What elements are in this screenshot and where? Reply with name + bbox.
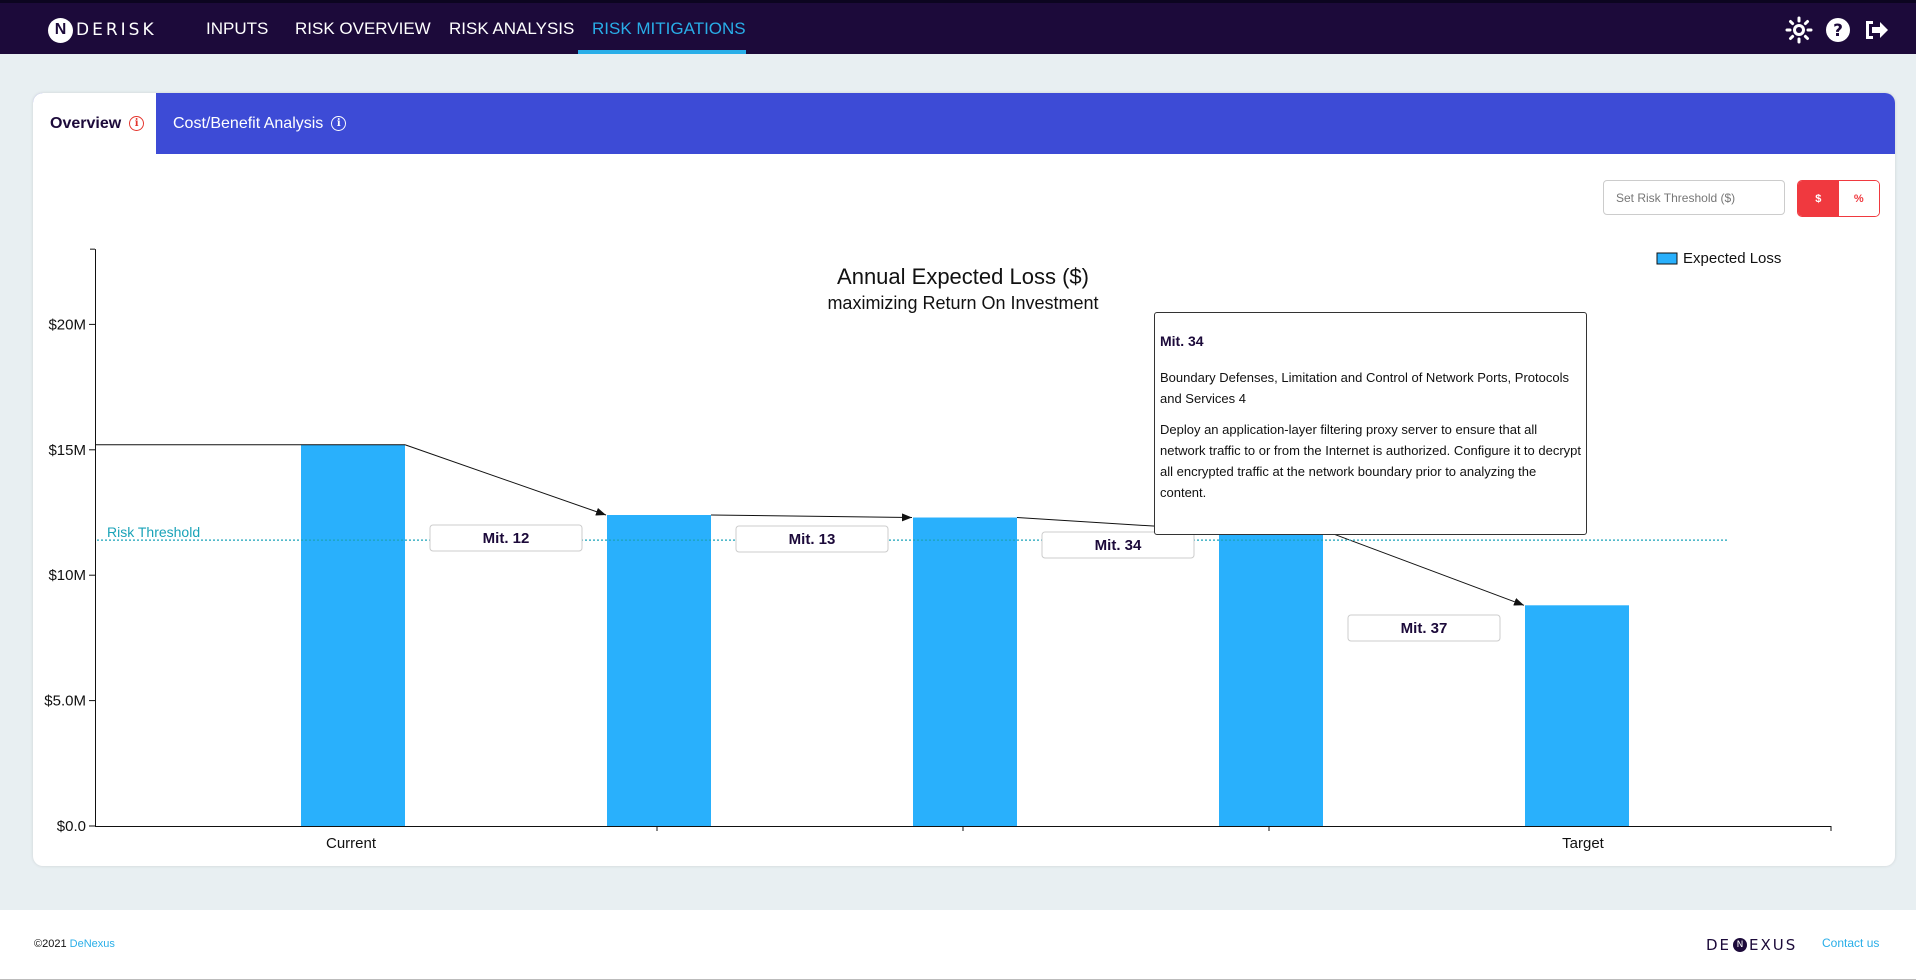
contact-us-link[interactable]: Contact us <box>1822 936 1880 950</box>
chart-title: Annual Expected Loss ($) <box>837 264 1089 289</box>
mitigation-label[interactable]: Mit. 37 <box>1347 614 1501 642</box>
svg-text:?: ? <box>1833 21 1843 41</box>
mitigation-label[interactable]: Mit. 12 <box>429 524 583 552</box>
connector-arrow <box>404 444 607 516</box>
mitigation-label-text: Mit. 34 <box>1095 537 1142 554</box>
tab-bar: Overview i Cost/Benefit Analysis i <box>33 93 1895 154</box>
tooltip-description: Deploy an application-layer filtering pr… <box>1160 422 1582 500</box>
copyright: ©2021 DeNexus <box>34 938 115 950</box>
help-icon[interactable]: ? <box>1824 16 1852 44</box>
legend-label: Expected Loss <box>1683 250 1781 267</box>
mitigations-card: Overview i Cost/Benefit Analysis i $ % A… <box>33 93 1895 866</box>
connector-arrow <box>710 513 913 522</box>
denexus-link[interactable]: DeNexus <box>69 938 115 950</box>
mitigation-label-box <box>1347 614 1501 642</box>
mitigation-tooltip: Mit. 34 Boundary Defenses, Limitation an… <box>1154 312 1587 535</box>
mitigation-label[interactable]: Mit. 34 <box>1041 531 1195 559</box>
bar-expected-loss <box>913 517 1017 826</box>
active-nav-indicator <box>578 50 746 54</box>
y-tick-label: $0.0 <box>57 818 86 835</box>
nav-risk-analysis[interactable]: RISK ANALYSIS <box>449 19 575 38</box>
bar-expected-loss <box>607 515 711 826</box>
tab-overview[interactable]: Overview i <box>33 93 156 154</box>
footer-logo-left: DE <box>1706 936 1732 954</box>
bar-expected-loss <box>1219 530 1323 826</box>
chart-legend: Expected Loss <box>1656 250 1781 267</box>
logout-icon[interactable] <box>1862 16 1890 44</box>
footer: ©2021 DeNexus DE N EXUS Contact us <box>0 910 1916 980</box>
y-tick-label: $10M <box>48 567 86 584</box>
y-tick-label: $5.0M <box>44 693 86 710</box>
tooltip-title: Mit. 34 <box>1160 333 1204 349</box>
settings-sun-icon[interactable] <box>1785 16 1813 44</box>
nav-risk-overview[interactable]: RISK OVERVIEW <box>295 19 431 38</box>
info-icon[interactable]: i <box>331 116 347 131</box>
mitigation-label-text: Mit. 37 <box>1401 620 1448 637</box>
logo-text: DERISK <box>76 20 157 40</box>
chart-axes: $0.0 $5.0M $10M $15M $20M Current Target <box>44 248 1832 852</box>
footer-logo-mark: N <box>1733 938 1748 952</box>
mitigation-labels: Mit. 12 Mit. 13 Mit. 34 Mit. 37 <box>429 524 1501 642</box>
unit-dollar-button[interactable]: $ <box>1798 181 1839 216</box>
chart-bars <box>301 444 1629 826</box>
risk-threshold-line: Risk Threshold <box>97 524 1727 541</box>
bar-expected-loss <box>301 444 405 826</box>
footer-logo-right: EXUS <box>1749 936 1798 954</box>
bar-expected-loss <box>1525 605 1629 826</box>
x-tick-label: Current <box>326 835 377 852</box>
chart-subtitle: maximizing Return On Investment <box>827 293 1098 313</box>
x-tick-label: Target <box>1562 835 1605 852</box>
tab-cost-benefit-label: Cost/Benefit Analysis <box>173 114 324 132</box>
y-tick-label: $15M <box>48 442 86 459</box>
tooltip-mitigation-name: Boundary Defenses, Limitation and Contro… <box>1160 370 1569 406</box>
tab-cost-benefit-analysis[interactable]: Cost/Benefit Analysis i <box>173 93 347 154</box>
mitigation-label-box <box>429 524 583 552</box>
expected-loss-chart: Annual Expected Loss ($) maximizing Retu… <box>44 248 1832 852</box>
mitigation-label[interactable]: Mit. 13 <box>735 525 889 553</box>
risk-threshold-input[interactable] <box>1603 180 1785 215</box>
mitigation-label-box <box>1041 531 1195 559</box>
copyright-text: ©2021 <box>34 938 67 950</box>
unit-percent-button[interactable]: % <box>1838 181 1879 216</box>
tab-overview-label: Overview <box>50 114 122 132</box>
logo-mark: N <box>48 17 73 43</box>
nav-inputs[interactable]: INPUTS <box>206 19 269 38</box>
denexus-logo[interactable]: DE N EXUS <box>1706 936 1797 954</box>
connector-arrow <box>1322 529 1525 606</box>
legend-swatch <box>1656 252 1678 265</box>
unit-toggle: $ % <box>1797 180 1880 217</box>
nav-risk-mitigations[interactable]: RISK MITIGATIONS <box>592 19 746 38</box>
info-icon[interactable]: i <box>129 116 145 131</box>
mitigation-label-text: Mit. 13 <box>789 531 836 548</box>
derisk-logo[interactable]: N DERISK <box>48 16 157 44</box>
threshold-label: Risk Threshold <box>107 524 200 540</box>
top-navbar: N DERISK INPUTS RISK OVERVIEW RISK ANALY… <box>0 0 1916 54</box>
y-tick-label: $20M <box>48 316 86 333</box>
mitigation-label-box <box>735 525 889 553</box>
mitigation-label-text: Mit. 12 <box>483 530 530 547</box>
